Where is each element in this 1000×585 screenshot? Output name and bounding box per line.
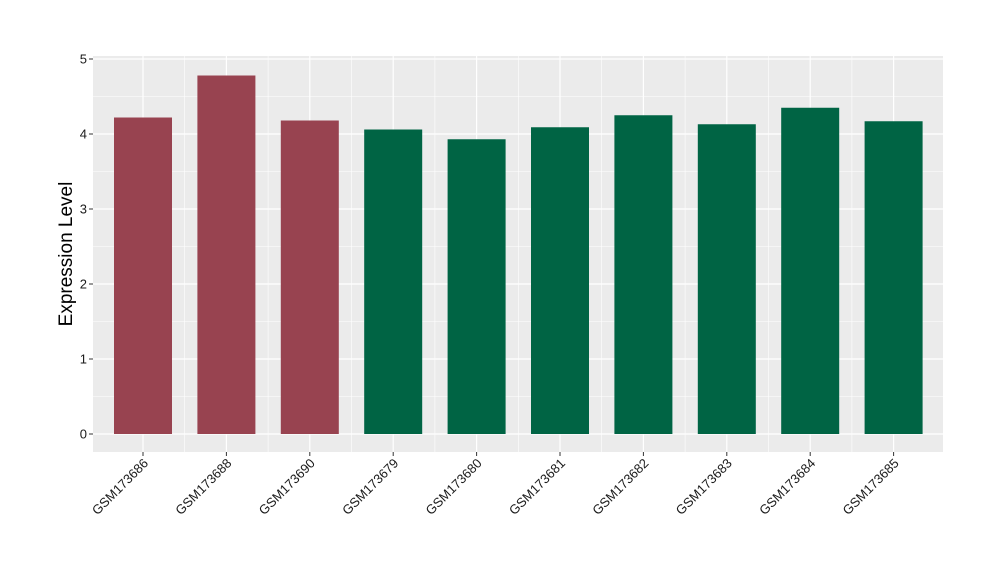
bar-GSM173686 (114, 117, 172, 434)
x-tick-label: GSM173688 (172, 456, 234, 518)
x-tick-label: GSM173684 (756, 456, 818, 518)
x-tick-label: GSM173679 (339, 456, 401, 518)
bar-GSM173682 (614, 115, 673, 434)
y-axis-label: Expression Level (56, 182, 77, 327)
bar-GSM173688 (197, 75, 256, 434)
x-tick-label: GSM173682 (589, 456, 651, 518)
bar-GSM173679 (364, 129, 423, 434)
bar-GSM173683 (697, 124, 756, 434)
x-tick-label: GSM173690 (256, 456, 318, 518)
bar-GSM173680 (447, 139, 506, 434)
x-tick-label: GSM173681 (506, 456, 568, 518)
x-tick-label: GSM173686 (89, 456, 151, 518)
y-tick-label: 5 (80, 52, 87, 67)
y-axis: 0 1 2 3 4 5 (80, 52, 93, 442)
bar-GSM173685 (864, 121, 923, 434)
bar-GSM173690 (280, 120, 339, 434)
y-tick-label: 3 (80, 202, 87, 217)
y-tick-label: 0 (80, 427, 87, 442)
y-tick-label: 2 (80, 277, 87, 292)
bar-GSM173681 (531, 127, 589, 434)
bars (114, 75, 923, 434)
x-tick-label: GSM173680 (422, 456, 484, 518)
bar-GSM173684 (781, 107, 840, 434)
y-tick-label: 4 (80, 127, 87, 142)
x-tick-label: GSM173685 (839, 456, 901, 518)
x-tick-label: GSM173683 (673, 456, 735, 518)
x-axis: GSM173686 GSM173688 GSM173690 GSM173679 GSM1… (89, 452, 902, 518)
y-tick-label: 1 (80, 352, 87, 367)
